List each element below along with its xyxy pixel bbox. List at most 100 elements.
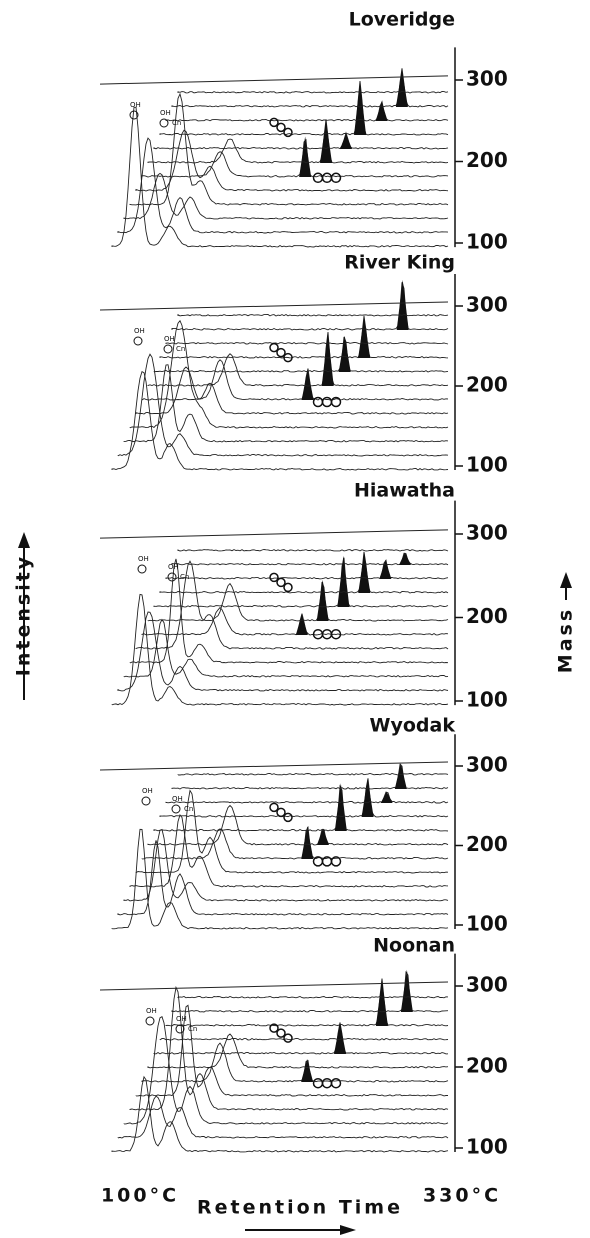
- trace: [123, 364, 449, 443]
- ring: [171, 804, 181, 814]
- trace: [129, 92, 449, 206]
- trace: [141, 138, 449, 178]
- filled-peak: [395, 69, 408, 107]
- ring: [321, 172, 333, 184]
- filled-peak: [295, 614, 308, 635]
- ring: [283, 352, 293, 363]
- panel-title: Noonan: [373, 935, 455, 957]
- filled-peak: [334, 783, 347, 831]
- trace: [141, 606, 449, 636]
- y-tick-label: 200: [466, 1054, 508, 1078]
- trace: [153, 557, 449, 608]
- trace: [147, 331, 449, 387]
- trace: [129, 985, 449, 1111]
- trace: [135, 129, 449, 192]
- filled-peak: [400, 969, 413, 1012]
- trace: [111, 370, 449, 471]
- filled-peak: [338, 335, 351, 372]
- filled-peak: [301, 369, 314, 400]
- y-tick-label: 300: [466, 67, 508, 91]
- trace: [129, 319, 449, 429]
- structure-label: Cn: [180, 573, 189, 581]
- ring: [330, 856, 342, 867]
- ring: [167, 572, 177, 582]
- top-trace: [99, 761, 449, 771]
- trace: [159, 1037, 449, 1041]
- trace: [135, 560, 449, 650]
- top-trace: [99, 981, 449, 991]
- ring: [283, 127, 293, 138]
- y-tick-label: 200: [466, 832, 508, 856]
- ring: [283, 582, 293, 593]
- trace: [117, 1095, 449, 1139]
- arrow-head: [18, 532, 30, 548]
- ring: [137, 564, 147, 574]
- y-tick-label: 100: [466, 912, 508, 936]
- ring: [129, 110, 139, 120]
- filled-peak: [301, 826, 314, 859]
- ring: [145, 1016, 155, 1026]
- y-tick-label: 300: [466, 521, 508, 545]
- panel-title: Wyodak: [370, 715, 456, 737]
- ring: [276, 347, 286, 358]
- structure-label: Cn: [176, 345, 185, 353]
- trace: [117, 611, 449, 692]
- ring: [163, 344, 173, 354]
- y-tick-label: 300: [466, 293, 508, 317]
- filled-peak: [334, 1022, 347, 1054]
- structure-label: OH: [134, 327, 145, 335]
- x-end-label: 330°C: [423, 1185, 501, 1207]
- x-label: Retention Time: [197, 1197, 403, 1219]
- trace: [111, 1075, 449, 1153]
- ring: [276, 577, 286, 588]
- filled-peak: [340, 134, 353, 149]
- ring: [330, 396, 342, 408]
- structure-label: OH: [176, 1015, 187, 1023]
- trace: [165, 978, 449, 1027]
- y-tick-label: 200: [466, 373, 508, 397]
- top-trace: [99, 529, 449, 539]
- trace: [171, 282, 449, 331]
- trace: [111, 106, 449, 248]
- ring: [312, 172, 324, 184]
- top-trace: [99, 75, 449, 85]
- filled-peak: [361, 778, 374, 817]
- y-right-label: Mass: [555, 607, 577, 673]
- ring: [330, 1077, 342, 1089]
- ring: [269, 802, 279, 813]
- filled-peak: [316, 828, 329, 845]
- y-tick-label: 300: [466, 973, 508, 997]
- ring: [330, 172, 342, 184]
- trace: [117, 840, 449, 916]
- trace: [141, 359, 449, 401]
- trace: [123, 172, 449, 220]
- trace: [147, 581, 449, 622]
- ring: [321, 396, 333, 408]
- structure-label: OH: [142, 787, 153, 795]
- structure-label: OH: [146, 1007, 157, 1015]
- structure-label: Cn: [184, 805, 193, 813]
- x-start-label: 100°C: [101, 1185, 179, 1207]
- trace: [129, 814, 449, 888]
- trace: [177, 773, 449, 776]
- ring: [269, 342, 279, 353]
- trace: [165, 791, 449, 804]
- ring: [312, 1077, 324, 1089]
- trace: [159, 81, 449, 136]
- trace: [153, 336, 449, 373]
- filled-peak: [375, 101, 388, 121]
- y-tick-label: 100: [466, 453, 508, 477]
- trace: [165, 559, 449, 580]
- filled-peak: [299, 136, 312, 177]
- trace: [159, 778, 449, 818]
- ring: [283, 1033, 293, 1043]
- structure-label: OH: [160, 109, 171, 117]
- trace: [177, 996, 449, 999]
- ring: [133, 336, 143, 346]
- ring: [312, 396, 324, 408]
- trace: [135, 1004, 448, 1097]
- structure-label: OH: [164, 335, 175, 343]
- y-tick-label: 300: [466, 753, 508, 777]
- trace: [117, 353, 449, 457]
